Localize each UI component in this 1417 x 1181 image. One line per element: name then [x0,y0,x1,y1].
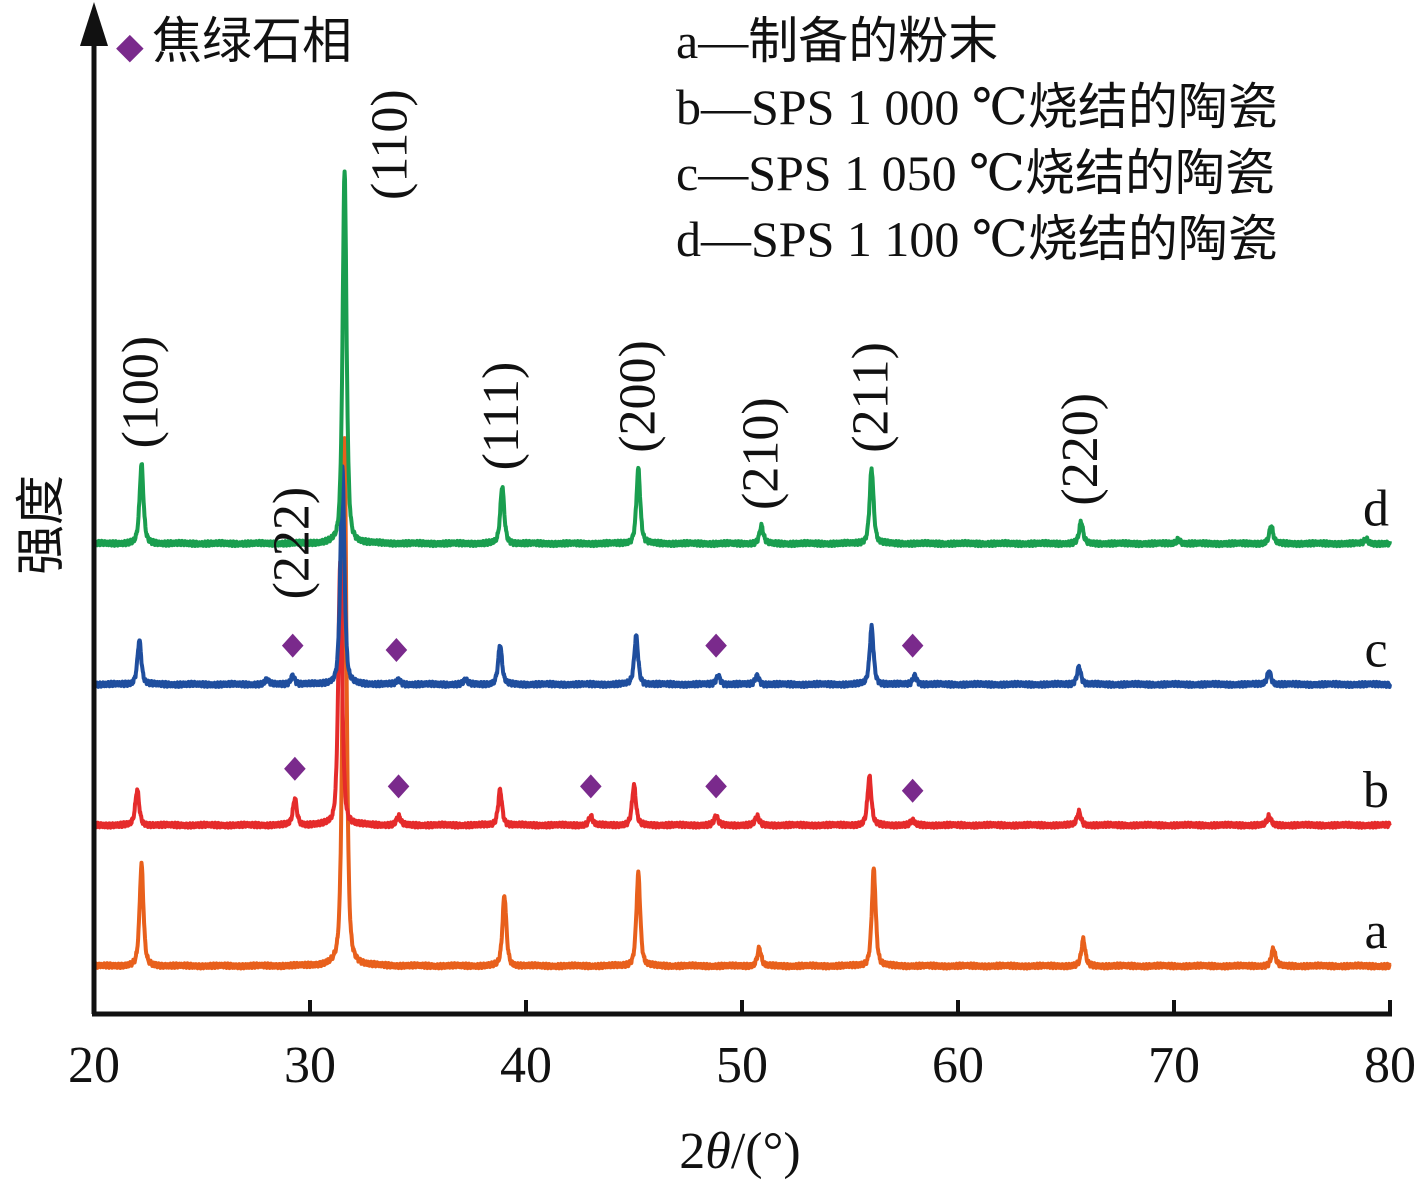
series-line-d [92,169,1392,549]
x-tick-label: 70 [1148,1037,1200,1094]
series-layer: a b c d [92,169,1392,971]
peak-annotation: (110) [362,89,419,200]
phase-legend-label: 焦绿石相 [152,12,352,70]
x-tick-label: 30 [284,1037,336,1094]
series-line-c [92,464,1392,689]
x-tick-layer: 20 30 40 50 60 70 80 [68,1000,1416,1094]
phase-marker-c [281,633,304,658]
phase-marker-b [284,756,306,781]
phase-legend-marker: ◆ [116,26,144,66]
legend: a—制备的粉末 b—SPS 1 000 ℃烧结的陶瓷 c—SPS 1 050 ℃… [676,13,1278,267]
series-label-d: d [1363,481,1389,538]
legend-entry-a: a—制备的粉末 [676,13,998,69]
series-line-a [92,436,1392,971]
x-tick-label: 20 [68,1037,120,1094]
series-label-a: a [1364,903,1387,960]
y-axis-label: 强度 [12,475,70,575]
series-label-c: c [1364,621,1387,678]
phase-marker-b [387,774,410,799]
phase-marker-c [385,638,408,662]
x-tick-label: 40 [500,1037,552,1094]
phase-marker-b [705,774,727,799]
peak-annotation: (210) [732,397,789,510]
series-label-b: b [1363,762,1389,819]
x-tick-label: 50 [716,1037,768,1094]
peak-annotation: (220) [1052,393,1109,506]
peak-annotation: (200) [609,340,666,453]
peak-annotation-layer: (100) (110) (111) (200) (210) (211) (220) (222) [113,89,1110,599]
legend-entry-c: c—SPS 1 050 ℃烧结的陶瓷 [676,145,1275,201]
peak-annotation: (211) [843,342,900,453]
peak-annotation: (111) [473,362,530,471]
y-axis-arrow [80,2,108,46]
x-tick-label: 60 [932,1037,984,1094]
series-line-b [92,559,1392,830]
phase-marker-b [580,774,602,799]
x-tick-label: 80 [1364,1037,1416,1094]
peak-annotation: (100) [113,336,170,449]
peak-annotation: (222) [264,487,321,600]
legend-entry-d: d—SPS 1 100 ℃烧结的陶瓷 [676,211,1278,267]
phase-marker-b [901,778,924,803]
x-axis-label: 2θ/(°) [679,1123,800,1180]
phase-marker-c [901,633,924,658]
phase-marker-c [705,633,727,658]
phase-marker-layer [281,633,924,803]
legend-entry-b: b—SPS 1 000 ℃烧结的陶瓷 [676,79,1278,135]
